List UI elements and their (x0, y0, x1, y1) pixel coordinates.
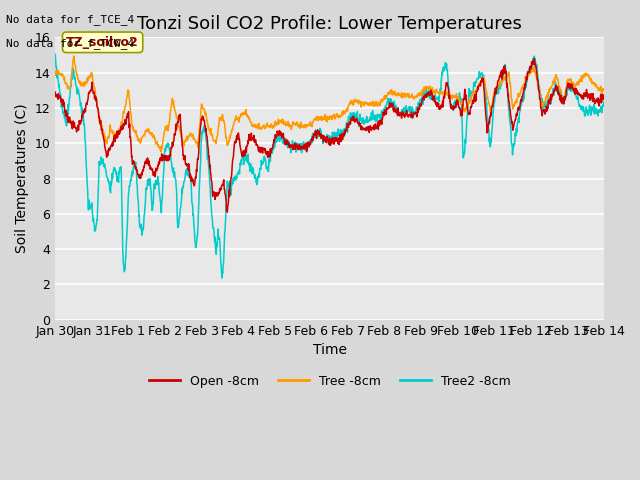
Y-axis label: Soil Temperatures (C): Soil Temperatures (C) (15, 104, 29, 253)
Text: TZ_soilco2: TZ_soilco2 (67, 36, 139, 49)
Legend: Open -8cm, Tree -8cm, Tree2 -8cm: Open -8cm, Tree -8cm, Tree2 -8cm (144, 370, 516, 393)
X-axis label: Time: Time (313, 343, 347, 357)
Text: No data for f_TCW_4: No data for f_TCW_4 (6, 38, 134, 49)
Title: Tonzi Soil CO2 Profile: Lower Temperatures: Tonzi Soil CO2 Profile: Lower Temperatur… (137, 15, 522, 33)
Text: No data for f_TCE_4: No data for f_TCE_4 (6, 14, 134, 25)
